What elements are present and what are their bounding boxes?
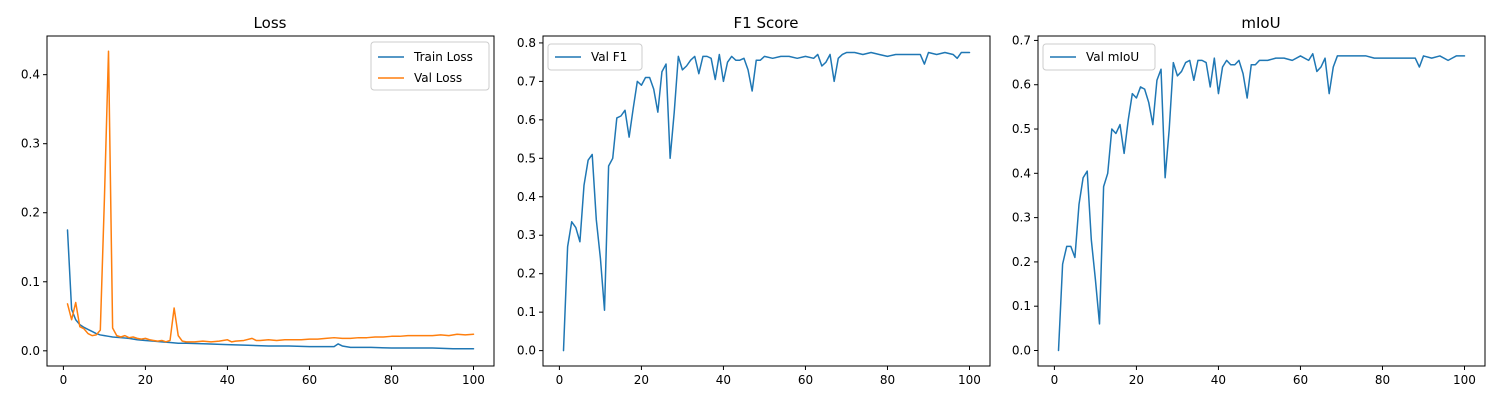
miou-title: mIoU	[1241, 14, 1280, 32]
f1-axes-frame	[542, 35, 991, 367]
miou-xtick-label: 80	[1375, 373, 1390, 387]
loss-axes-frame	[46, 35, 495, 367]
loss-series-line-0	[66, 229, 475, 350]
f1-xtick-label: 0	[556, 373, 564, 387]
f1-ytick-label: 0.5	[517, 151, 536, 165]
loss-xtick-label: 100	[462, 373, 485, 387]
miou-xtick-label: 0	[1051, 373, 1059, 387]
miou-ytick-label: 0.0	[1012, 343, 1031, 357]
miou-plot-layer: 0 20 40 60 80 100 0.0 0.1 0.2 0.3 0.4 0.5 0.6 0.7	[1012, 33, 1476, 387]
loss-series-line-1	[66, 50, 475, 343]
loss-ytick-label: 0.0	[21, 344, 40, 358]
miou-xtick-label: 100	[1453, 373, 1476, 387]
miou-ytick-label: 0.4	[1012, 166, 1031, 180]
miou-ytick-label: 0.2	[1012, 255, 1031, 269]
miou-legend-label: Val mIoU	[1086, 50, 1139, 64]
miou-legend-box	[1042, 43, 1156, 71]
f1-ytick-label: 0.3	[517, 228, 536, 242]
miou-panel: mIoU 0 20 40 60 80 100 0.0 0.1 0.2 0.3 0.4 0.5 0.6 0.…	[1012, 14, 1486, 387]
f1-title: F1 Score	[734, 14, 799, 32]
miou-ytick-label: 0.3	[1012, 211, 1031, 225]
f1-ytick-label: 0.8	[517, 36, 536, 50]
loss-plot-layer: 0 20 40 60 80 100 0.0 0.1 0.2 0.3 0.4	[21, 50, 485, 387]
loss-ytick-label: 0.3	[21, 137, 40, 151]
miou-ytick-label: 0.5	[1012, 122, 1031, 136]
miou-ytick-label: 0.7	[1012, 33, 1031, 47]
f1-ytick-label: 0.0	[517, 344, 536, 358]
loss-legend-label-train: Train Loss	[413, 50, 473, 64]
f1-ytick-label: 0.4	[517, 190, 536, 204]
loss-xtick-label: 20	[138, 373, 153, 387]
f1-ytick-label: 0.1	[517, 305, 536, 319]
f1-xtick-label: 20	[634, 373, 649, 387]
f1-legend-label: Val F1	[591, 50, 627, 64]
miou-xtick-label: 20	[1129, 373, 1144, 387]
f1-ytick-label: 0.6	[517, 113, 536, 127]
f1-plot-layer: 0 20 40 60 80 100 0.0 0.1 0.2 0.3 0.4 0.5 0.6 0.7 0.8	[517, 36, 981, 387]
loss-xtick-label: 60	[302, 373, 317, 387]
loss-panel: Loss 0 20 40 60 80 100 0.0 0.1 0.2 0.3 0.4 Train L…	[21, 14, 495, 387]
miou-series-line-0	[1057, 52, 1466, 352]
f1-series-line-0	[562, 51, 971, 352]
f1-xtick-label: 80	[880, 373, 895, 387]
f1-panel: F1 Score 0 20 40 60 80 1000.00.10.20.30.40.50…	[517, 14, 991, 387]
f1-legend-box	[547, 43, 643, 71]
loss-legend: Train Loss Val Loss	[370, 41, 490, 91]
loss-title: Loss	[254, 14, 287, 32]
miou-xtick-label: 40	[1211, 373, 1226, 387]
loss-ytick-label: 0.4	[21, 68, 40, 82]
f1-ytick-label: 0.7	[517, 74, 536, 88]
miou-ytick-label: 0.6	[1012, 78, 1031, 92]
loss-ytick-label: 0.2	[21, 206, 40, 220]
miou-legend: Val mIoU	[1042, 43, 1156, 71]
miou-axes-frame	[1037, 35, 1486, 367]
f1-xtick-label: 40	[716, 373, 731, 387]
f1-xtick-label: 60	[798, 373, 813, 387]
f1-xtick-label: 100	[958, 373, 981, 387]
loss-ytick-label: 0.1	[21, 275, 40, 289]
miou-xtick-label: 60	[1293, 373, 1308, 387]
loss-xtick-label: 40	[220, 373, 235, 387]
f1-legend: Val F1	[547, 43, 643, 71]
loss-xtick-label: 80	[384, 373, 399, 387]
loss-legend-label-val: Val Loss	[414, 71, 462, 85]
f1-ytick-label: 0.2	[517, 267, 536, 281]
loss-xtick-label: 0	[60, 373, 68, 387]
miou-ytick-label: 0.1	[1012, 299, 1031, 313]
